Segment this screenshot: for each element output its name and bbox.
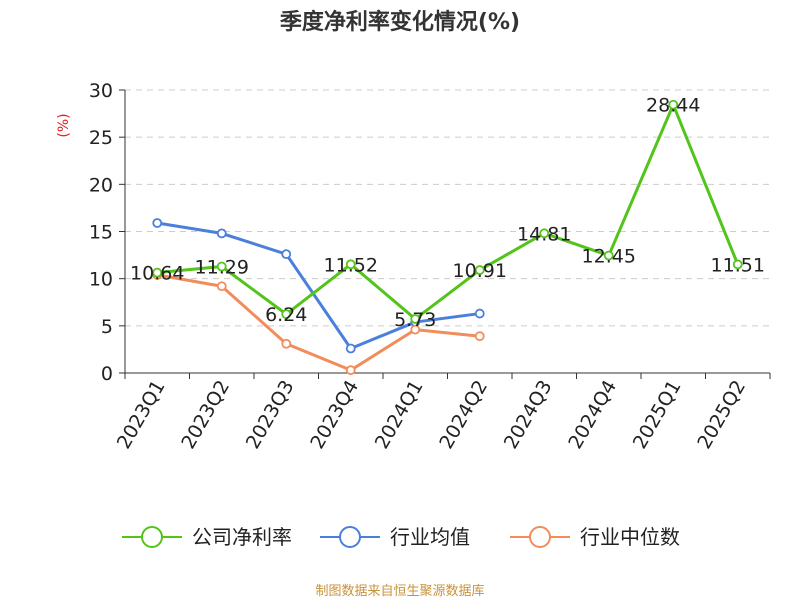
chart-title: 季度净利率变化情况(%)	[279, 10, 521, 35]
y-tick-label: 10	[89, 269, 113, 291]
x-tick-label: 2023Q3	[242, 377, 299, 453]
y-tick-label: 5	[101, 316, 113, 338]
y-axis-label: (%)	[56, 113, 72, 137]
data-point	[410, 314, 421, 324]
data-point	[668, 99, 679, 110]
data-point	[216, 261, 227, 272]
y-tick-label: 0	[101, 363, 113, 385]
data-label: 14.81	[517, 223, 571, 245]
y-tick-label: 25	[89, 127, 113, 149]
data-label: 10.91	[453, 260, 507, 282]
series-lines	[152, 99, 743, 376]
data-label: 12.45	[582, 246, 636, 268]
data-label: 11.51	[711, 254, 765, 276]
x-tick-label: 2024Q4	[564, 377, 621, 453]
y-tick-label: 30	[89, 80, 113, 102]
data-point	[732, 259, 743, 270]
data-point	[345, 365, 356, 376]
data-label: 11.29	[195, 256, 249, 278]
series-line	[156, 273, 480, 372]
data-point	[281, 249, 292, 260]
x-tick-label: 2025Q2	[693, 377, 750, 453]
data-labels: 10.64 11.29 6.24 11.52 5.73 10.91 14.81 12.45 28…	[130, 95, 765, 331]
data-point	[345, 343, 356, 354]
series-line	[157, 221, 480, 350]
x-tick-label: 2024Q2	[435, 377, 492, 453]
grid-lines	[125, 89, 770, 327]
x-tick-label: 2025Q1	[629, 377, 686, 453]
source-note: 制图数据来自恒生聚源数据库	[315, 584, 485, 599]
data-point	[410, 324, 421, 335]
data-point	[216, 228, 227, 239]
legend-marker	[529, 526, 551, 548]
data-point	[474, 265, 485, 275]
data-label: 11.52	[324, 254, 378, 276]
data-point	[603, 250, 614, 261]
data-label: 10.64	[130, 263, 184, 285]
legend-label[interactable]: 行业中位数	[580, 525, 680, 549]
data-label: 6.24	[265, 304, 307, 326]
data-point	[539, 228, 550, 239]
legend-label[interactable]: 公司净利率	[192, 525, 292, 549]
x-tick-label: 2023Q4	[306, 377, 363, 453]
legend-label[interactable]: 行业均值	[390, 525, 470, 549]
data-point	[474, 331, 485, 342]
data-label: 28.44	[646, 95, 700, 117]
y-tick-label: 15	[89, 222, 113, 244]
data-label: 5.73	[394, 309, 436, 331]
data-point	[152, 218, 163, 228]
x-tick-label: 2024Q3	[500, 377, 557, 453]
legend-marker	[339, 526, 361, 548]
x-tick-label: 2023Q1	[113, 377, 170, 453]
data-point	[474, 308, 485, 319]
x-tick-label: 2024Q1	[371, 377, 428, 453]
data-point	[345, 259, 356, 270]
legend[interactable]: 公司净利率 行业均值 行业中位数	[122, 525, 680, 549]
legend-marker	[141, 526, 163, 548]
x-tick-label: 2023Q2	[177, 377, 234, 453]
data-point	[152, 267, 163, 278]
data-point	[216, 281, 227, 292]
series-line	[157, 103, 740, 321]
y-tick-label: 20	[89, 174, 113, 196]
data-point	[281, 338, 292, 349]
data-point	[281, 309, 292, 320]
